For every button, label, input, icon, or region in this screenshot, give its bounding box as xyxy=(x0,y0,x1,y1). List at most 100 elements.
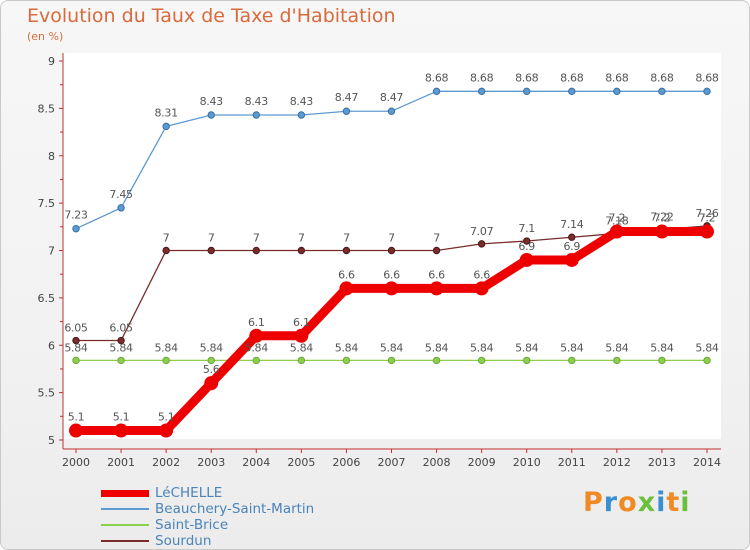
data-point xyxy=(162,122,170,131)
data-point xyxy=(564,252,579,267)
data-point xyxy=(339,281,354,296)
data-label: 6.6 xyxy=(428,268,445,281)
data-point xyxy=(69,423,83,438)
data-point xyxy=(297,111,306,119)
data-point xyxy=(523,356,531,365)
data-point xyxy=(523,87,531,96)
data-label: 7.07 xyxy=(470,225,494,238)
legend-label-lechelle: LéCHELLE xyxy=(155,485,223,501)
data-point xyxy=(609,224,624,239)
data-point xyxy=(72,336,80,345)
data-point xyxy=(568,356,576,365)
data-point xyxy=(162,356,170,365)
x-tick-label: 2005 xyxy=(287,456,315,469)
data-point xyxy=(207,111,215,119)
data-label: 8.68 xyxy=(470,71,494,84)
x-tick-label: 2011 xyxy=(558,456,586,469)
logo-letter: o xyxy=(618,487,638,518)
data-label: 6.6 xyxy=(473,268,490,281)
data-label: 5.84 xyxy=(695,341,719,354)
legend-label-saint-brice: Saint-Brice xyxy=(155,517,229,533)
data-label: 7 xyxy=(253,232,260,245)
data-label: 8.43 xyxy=(245,95,269,108)
data-point xyxy=(207,246,215,255)
data-point xyxy=(474,281,489,296)
data-point xyxy=(297,356,306,365)
data-label: 7.45 xyxy=(109,188,133,201)
data-point xyxy=(72,356,80,365)
y-tick-label: 6.5 xyxy=(38,292,56,305)
data-point xyxy=(117,336,125,345)
data-label: 5.1 xyxy=(113,411,130,424)
y-tick-label: 7.5 xyxy=(38,197,56,210)
data-point xyxy=(658,87,666,96)
data-point xyxy=(294,328,309,343)
data-label: 7.2 xyxy=(654,212,671,225)
logo-letter: i xyxy=(656,487,667,518)
x-tick-label: 2013 xyxy=(648,456,676,469)
data-point xyxy=(568,87,576,96)
data-point xyxy=(162,246,170,255)
x-tick-label: 2003 xyxy=(197,456,225,469)
legend-swatch-sourdun xyxy=(101,540,149,542)
data-point xyxy=(72,225,80,233)
data-point xyxy=(658,356,666,365)
data-point xyxy=(568,233,576,241)
data-label: 5.84 xyxy=(560,341,584,354)
data-label: 5.84 xyxy=(335,341,359,354)
data-point xyxy=(703,87,711,96)
data-label: 8.43 xyxy=(290,95,314,108)
data-point xyxy=(387,246,396,255)
data-point xyxy=(207,356,215,365)
data-point xyxy=(700,224,714,239)
data-point xyxy=(114,423,129,438)
x-tick-label: 2008 xyxy=(423,456,451,469)
data-label: 7 xyxy=(163,232,170,245)
x-tick-label: 2014 xyxy=(693,456,721,469)
data-label: 6.9 xyxy=(518,240,535,253)
legend-swatch-saint-brice xyxy=(101,524,149,526)
data-label: 5.1 xyxy=(68,411,85,424)
data-point xyxy=(432,87,441,96)
logo-letter: r xyxy=(603,487,619,518)
data-label: 5.84 xyxy=(200,341,224,354)
data-label: 7 xyxy=(343,232,350,245)
data-label: 8.68 xyxy=(425,71,449,84)
data-label: 7 xyxy=(298,232,305,245)
logo-letter: i xyxy=(680,487,691,518)
logo-letter: t xyxy=(666,487,681,518)
x-tick-label: 2012 xyxy=(603,456,631,469)
x-tick-label: 2007 xyxy=(378,456,406,469)
y-tick-label: 8 xyxy=(48,150,55,163)
data-point xyxy=(117,356,125,365)
data-label: 7 xyxy=(388,232,395,245)
data-label: 7.2 xyxy=(609,212,626,225)
data-point xyxy=(297,246,306,255)
data-point xyxy=(342,246,351,255)
data-label: 7.26 xyxy=(695,207,719,220)
data-label: 8.47 xyxy=(380,91,404,104)
data-point xyxy=(252,246,260,255)
data-point xyxy=(342,107,351,115)
data-label: 5.84 xyxy=(154,341,178,354)
data-point xyxy=(387,107,396,115)
data-point xyxy=(204,376,219,391)
x-tick-label: 2006 xyxy=(332,456,360,469)
data-label: 8.68 xyxy=(695,71,719,84)
legend-swatch-beauchery xyxy=(101,508,149,510)
data-point xyxy=(249,328,264,343)
legend-swatch-lechelle xyxy=(101,490,149,497)
data-label: 6.05 xyxy=(109,322,133,335)
data-point xyxy=(477,240,486,248)
data-point xyxy=(387,356,396,365)
data-point xyxy=(654,224,669,239)
data-label: 6.6 xyxy=(383,268,400,281)
data-label: 5.84 xyxy=(109,341,133,354)
data-label: 7.1 xyxy=(518,222,535,235)
x-tick-label: 2001 xyxy=(107,456,135,469)
y-tick-label: 5.5 xyxy=(38,387,56,400)
logo-letter: x xyxy=(637,487,657,518)
data-point xyxy=(519,252,534,267)
x-tick-label: 2000 xyxy=(62,456,90,469)
